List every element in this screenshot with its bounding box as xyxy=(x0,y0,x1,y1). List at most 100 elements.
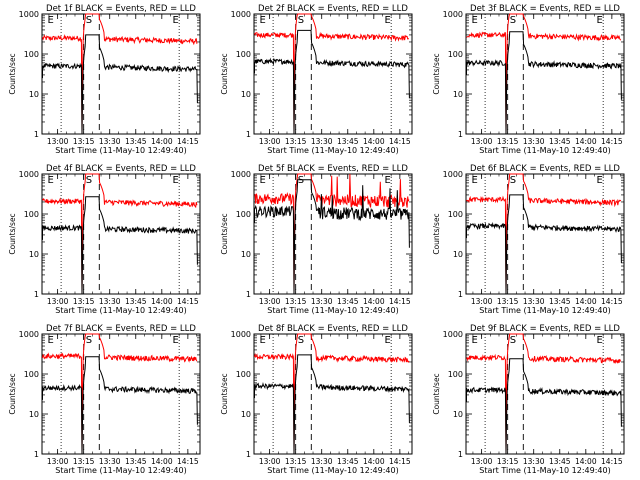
x-tick-label: 13:15 xyxy=(73,137,95,146)
x-tick-label: 13:45 xyxy=(337,297,359,306)
y-tick-label: 100 xyxy=(448,50,463,59)
y-tick-label: 100 xyxy=(448,210,463,219)
x-axis-label: Start Time (11-May-10 12:49:40) xyxy=(479,306,610,315)
panel-5: Det 5f BLACK = Events, RED = LLD 1 10 100 10… xyxy=(220,164,413,315)
plot-frame xyxy=(41,173,201,295)
marker-e-label: E xyxy=(173,335,179,346)
series-line-lld xyxy=(254,333,410,455)
y-tick-label: 1000 xyxy=(19,10,39,19)
x-tick-label: 14:15 xyxy=(177,297,199,306)
marker-e-label: E xyxy=(173,175,179,186)
x-tick-label: 14:00 xyxy=(151,457,173,466)
plot-frame xyxy=(253,13,413,135)
y-axis-label: Counts/sec xyxy=(220,53,229,94)
y-tick-label: 10 xyxy=(453,410,463,419)
marker-s-label: S xyxy=(86,335,92,346)
x-tick-label: 13:00 xyxy=(259,297,281,306)
y-axis-label: Counts/sec xyxy=(8,213,17,254)
y-tick-label: 1 xyxy=(458,290,463,299)
panel-title: Det 9f BLACK = Events, RED = LLD xyxy=(470,324,620,334)
series-line-events xyxy=(254,179,410,295)
x-tick-label: 13:15 xyxy=(285,457,307,466)
x-tick-label: 14:15 xyxy=(389,457,411,466)
marker-s-label: S xyxy=(510,175,516,186)
x-axis-label: Start Time (11-May-10 12:49:40) xyxy=(267,466,398,475)
x-tick-label: 13:30 xyxy=(99,457,121,466)
x-tick-label: 13:30 xyxy=(99,137,121,146)
x-tick-label: 13:30 xyxy=(311,297,333,306)
y-tick-label: 10 xyxy=(453,90,463,99)
y-tick-label: 10 xyxy=(29,410,39,419)
panel-9: Det 9f BLACK = Events, RED = LLD 1 10 100 10… xyxy=(432,324,625,475)
x-tick-label: 13:15 xyxy=(73,457,95,466)
marker-e-label: E xyxy=(48,175,54,186)
x-tick-label: 14:00 xyxy=(363,137,385,146)
panel-title: Det 1f BLACK = Events, RED = LLD xyxy=(46,4,196,14)
y-tick-label: 100 xyxy=(448,370,463,379)
plot-frame xyxy=(253,173,413,295)
y-tick-label: 10 xyxy=(29,250,39,259)
plot-frame xyxy=(465,333,625,455)
y-tick-label: 100 xyxy=(236,210,251,219)
panel-8: Det 8f BLACK = Events, RED = LLD 1 10 100 10… xyxy=(220,324,413,475)
x-tick-label: 13:15 xyxy=(497,457,519,466)
plot-frame xyxy=(41,13,201,135)
x-tick-label: 13:45 xyxy=(337,457,359,466)
x-tick-label: 13:45 xyxy=(125,297,147,306)
plot-frame xyxy=(41,333,201,455)
x-tick-label: 14:15 xyxy=(601,297,623,306)
panel-title: Det 3f BLACK = Events, RED = LLD xyxy=(470,4,620,14)
y-tick-label: 1 xyxy=(34,130,39,139)
x-axis-label: Start Time (11-May-10 12:49:40) xyxy=(479,466,610,475)
panel-title: Det 6f BLACK = Events, RED = LLD xyxy=(470,164,620,174)
y-axis-label: Counts/sec xyxy=(432,53,441,94)
series-line-events xyxy=(466,358,622,455)
x-axis-label: Start Time (11-May-10 12:49:40) xyxy=(479,146,610,155)
x-tick-label: 13:45 xyxy=(337,137,359,146)
marker-s-label: S xyxy=(298,335,304,346)
series-line-lld xyxy=(254,13,410,135)
series-line-lld xyxy=(466,173,622,295)
x-tick-label: 14:00 xyxy=(363,457,385,466)
series-line-lld xyxy=(42,173,198,295)
panel-6: Det 6f BLACK = Events, RED = LLD 1 10 100 10… xyxy=(432,164,625,315)
panel-title: Det 4f BLACK = Events, RED = LLD xyxy=(46,164,196,174)
marker-s-label: S xyxy=(510,335,516,346)
x-axis-label: Start Time (11-May-10 12:49:40) xyxy=(267,146,398,155)
series-line-events xyxy=(254,354,410,455)
y-axis-label: Counts/sec xyxy=(220,373,229,414)
panel-title: Det 2f BLACK = Events, RED = LLD xyxy=(258,4,408,14)
y-axis-label: Counts/sec xyxy=(8,53,17,94)
x-tick-label: 14:00 xyxy=(363,297,385,306)
y-tick-label: 1000 xyxy=(443,10,463,19)
x-tick-label: 13:00 xyxy=(471,137,493,146)
x-tick-label: 14:15 xyxy=(389,297,411,306)
y-tick-label: 1 xyxy=(34,290,39,299)
x-tick-label: 13:15 xyxy=(497,137,519,146)
x-tick-label: 14:00 xyxy=(151,137,173,146)
marker-e-label: E xyxy=(385,335,391,346)
y-tick-label: 10 xyxy=(241,410,251,419)
marker-e-label: E xyxy=(472,15,478,26)
x-tick-label: 14:15 xyxy=(389,137,411,146)
x-tick-label: 14:00 xyxy=(575,457,597,466)
x-tick-label: 13:30 xyxy=(311,137,333,146)
x-tick-label: 13:45 xyxy=(125,457,147,466)
y-tick-label: 100 xyxy=(236,370,251,379)
x-tick-label: 14:15 xyxy=(177,457,199,466)
marker-s-label: S xyxy=(86,175,92,186)
x-axis-label: Start Time (11-May-10 12:49:40) xyxy=(267,306,398,315)
plot-frame xyxy=(465,173,625,295)
marker-e-label: E xyxy=(472,175,478,186)
x-tick-label: 13:30 xyxy=(99,297,121,306)
y-tick-label: 1 xyxy=(246,450,251,459)
series-line-lld xyxy=(42,13,198,135)
x-tick-label: 13:15 xyxy=(285,137,307,146)
y-axis-label: Counts/sec xyxy=(220,213,229,254)
marker-e-label: E xyxy=(597,335,603,346)
x-tick-label: 13:00 xyxy=(259,457,281,466)
y-tick-label: 1000 xyxy=(19,170,39,179)
panel-title: Det 7f BLACK = Events, RED = LLD xyxy=(46,324,196,334)
y-tick-label: 1000 xyxy=(19,330,39,339)
y-tick-label: 100 xyxy=(236,50,251,59)
